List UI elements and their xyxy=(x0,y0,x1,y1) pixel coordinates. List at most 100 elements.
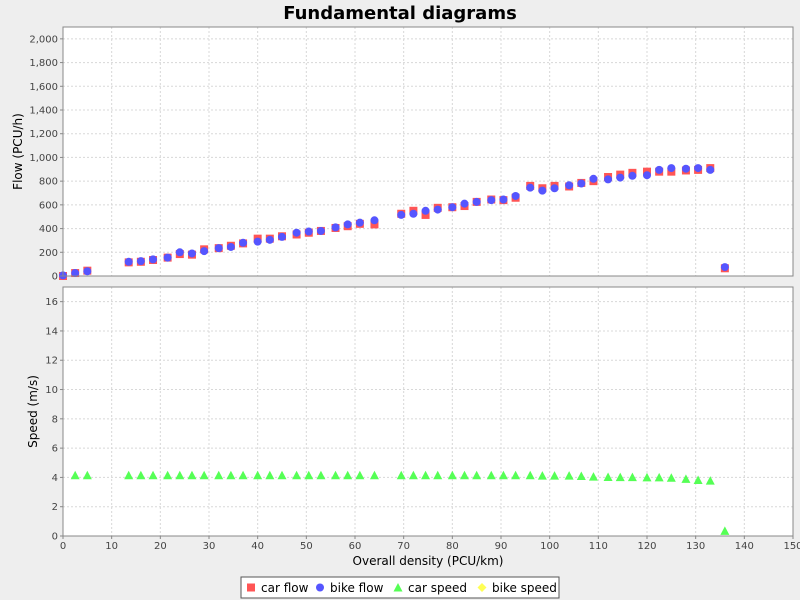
bike-flow-point xyxy=(472,197,481,206)
x-tick-label: 110 xyxy=(589,541,608,552)
legend-bike-flow-marker xyxy=(316,583,324,592)
x-tick-label: 140 xyxy=(735,541,754,552)
bike-flow-point xyxy=(265,235,274,244)
bike-flow-point xyxy=(655,165,664,174)
x-tick-label: 60 xyxy=(349,541,362,552)
x-tick-label: 50 xyxy=(300,541,313,552)
x-tick-label: 10 xyxy=(105,541,118,552)
x-axis: 0 10 20 30 40 50 60 70 80 90 100 110 120 130 140 150 xyxy=(60,536,800,552)
flow-plot-frame xyxy=(62,26,794,277)
speed-plot-frame xyxy=(62,286,794,537)
car-speed-point xyxy=(316,470,326,480)
bike-flow-point xyxy=(511,191,520,200)
bike-flow-point xyxy=(706,165,715,174)
flow-y-tick-label: 1,600 xyxy=(29,82,58,93)
car-speed-point xyxy=(175,470,185,480)
car-speed-point xyxy=(525,470,535,480)
car-speed-point xyxy=(720,526,730,535)
x-tick-label: 40 xyxy=(251,541,264,552)
car-speed-point xyxy=(265,470,275,480)
legend-bike-flow-label: bike flow xyxy=(330,581,384,595)
bike-flow-point xyxy=(83,267,92,276)
bike-flow-point xyxy=(214,244,223,253)
bike-flow-point xyxy=(355,218,364,227)
bike-flow-point xyxy=(253,237,262,246)
bike-flow-point xyxy=(187,249,196,258)
speed-y-tick-label: 0 xyxy=(52,532,58,543)
bike-flow-point xyxy=(526,183,535,192)
bike-flow-point xyxy=(331,223,340,232)
car-speed-point xyxy=(304,470,314,480)
bike-flow-point xyxy=(163,253,172,262)
flow-y-tick-label: 2,000 xyxy=(29,34,58,45)
bike-flow-point xyxy=(71,269,80,278)
car-speed-point xyxy=(603,472,613,481)
flow-y-tick-label: 800 xyxy=(39,177,58,188)
car-speed-point xyxy=(369,470,379,480)
flow-y-tick-label: 1,200 xyxy=(29,129,58,140)
bike-flow-point xyxy=(550,184,559,193)
x-tick-label: 120 xyxy=(637,541,656,552)
bike-flow-point xyxy=(589,174,598,183)
car-speed-point xyxy=(681,474,691,483)
flow-y-tick-label: 0 xyxy=(52,272,58,283)
car-speed-point xyxy=(70,470,80,480)
flow-plot-area xyxy=(63,27,793,276)
bike-flow-point xyxy=(720,263,729,272)
x-tick-label: 150 xyxy=(783,541,800,552)
car-speed-point xyxy=(564,471,574,480)
car-speed-point xyxy=(627,472,637,482)
bike-flow-point xyxy=(136,257,145,266)
car-speed-point xyxy=(292,470,302,480)
car-speed-point xyxy=(693,475,703,485)
flow-y-tick-label: 200 xyxy=(39,248,58,259)
flow-data-points xyxy=(59,164,729,280)
bike-flow-point xyxy=(565,181,574,190)
speed-y-tick-label: 8 xyxy=(52,414,58,425)
flow-y-tick-label: 1,000 xyxy=(29,153,58,164)
flow-y-tick-label: 600 xyxy=(39,200,58,211)
flow-y-axis-label: Flow (PCU/h) xyxy=(11,113,25,190)
x-tick-label: 130 xyxy=(686,541,705,552)
speed-y-axis-label: Speed (m/s) xyxy=(26,375,40,448)
bike-flow-point xyxy=(643,171,651,180)
bike-flow-point xyxy=(409,209,418,218)
bike-flow-point xyxy=(278,232,286,241)
bike-flow-point xyxy=(370,216,379,225)
bike-flow-point xyxy=(433,205,442,214)
x-tick-label: 30 xyxy=(203,541,216,552)
car-speed-point xyxy=(199,470,209,480)
car-speed-point xyxy=(705,476,715,485)
bike-flow-point xyxy=(316,226,325,235)
car-speed-point xyxy=(588,472,598,481)
speed-y-tick-label: 14 xyxy=(45,326,58,337)
car-speed-point xyxy=(550,471,560,480)
x-tick-label: 70 xyxy=(397,541,410,552)
car-speed-point xyxy=(537,471,547,480)
car-speed-point xyxy=(163,470,173,480)
car-speed-point xyxy=(331,470,341,480)
car-speed-point xyxy=(124,470,134,480)
flow-y-tick-label: 1,400 xyxy=(29,106,58,117)
bike-flow-point xyxy=(460,199,469,208)
bike-flow-point xyxy=(239,238,248,247)
car-speed-point xyxy=(343,470,353,480)
car-speed-point xyxy=(666,473,676,482)
bike-flow-point xyxy=(499,195,508,204)
speed-y-tick-label: 10 xyxy=(45,385,58,396)
car-speed-point xyxy=(355,470,365,480)
car-speed-point xyxy=(460,470,469,480)
car-speed-point xyxy=(511,470,521,480)
car-speed-point xyxy=(642,472,652,482)
speed-panel: 0 2 4 6 8 10 12 14 16 Speed (m/s) xyxy=(26,286,794,543)
speed-y-tick-label: 4 xyxy=(52,473,58,484)
bike-flow-point xyxy=(304,227,313,236)
car-speed-point xyxy=(82,470,92,480)
bike-flow-point xyxy=(667,164,676,173)
car-speed-point xyxy=(187,470,197,480)
x-tick-label: 100 xyxy=(540,541,559,552)
bike-flow-point xyxy=(681,164,690,173)
speed-y-axis: 0 2 4 6 8 10 12 14 16 xyxy=(45,297,63,543)
bike-flow-point xyxy=(200,247,209,256)
